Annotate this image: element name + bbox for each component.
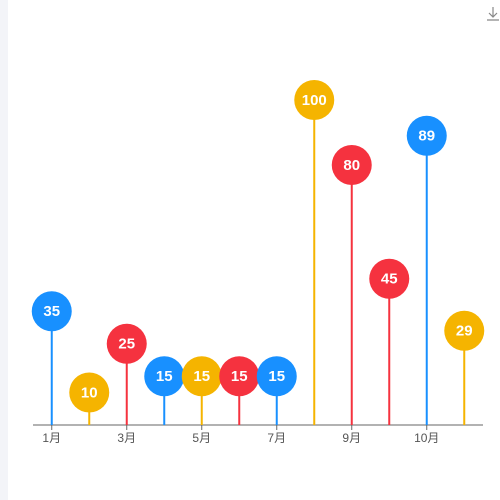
data-label: 25 — [118, 336, 135, 353]
data-label: 29 — [456, 323, 473, 340]
side-strip — [0, 0, 8, 500]
data-label: 15 — [193, 368, 210, 385]
lollipop-head — [331, 145, 372, 185]
lollipop-head — [106, 323, 147, 364]
lollipop-head — [256, 356, 297, 397]
lollipop-head — [369, 258, 410, 299]
lollipop-head — [181, 356, 222, 397]
lollipop-head — [219, 356, 260, 397]
x-tick-label: 1月 — [42, 431, 61, 445]
data-label: 45 — [381, 271, 398, 288]
data-label: 15 — [231, 368, 248, 385]
data-label: 10 — [81, 384, 98, 401]
data-label: 35 — [43, 303, 60, 320]
lollipop-head — [406, 115, 447, 156]
lollipop-head — [144, 356, 185, 397]
x-tick-label: 3月 — [117, 431, 136, 445]
data-label: 15 — [156, 368, 173, 385]
data-label: 15 — [268, 368, 285, 385]
lollipop-head — [294, 80, 335, 120]
x-tick-label: 9月 — [342, 431, 361, 445]
lollipop-head — [31, 291, 72, 332]
x-tick-label: 10月 — [414, 431, 439, 445]
download-icon[interactable] — [487, 7, 499, 21]
x-tick-label: 7月 — [267, 431, 286, 445]
lollipop-head — [444, 310, 485, 351]
data-label: 89 — [418, 128, 435, 145]
x-tick-label: 5月 — [192, 431, 211, 445]
data-label: 80 — [343, 157, 360, 174]
data-label: 100 — [302, 92, 327, 109]
lollipop-head — [69, 372, 110, 413]
